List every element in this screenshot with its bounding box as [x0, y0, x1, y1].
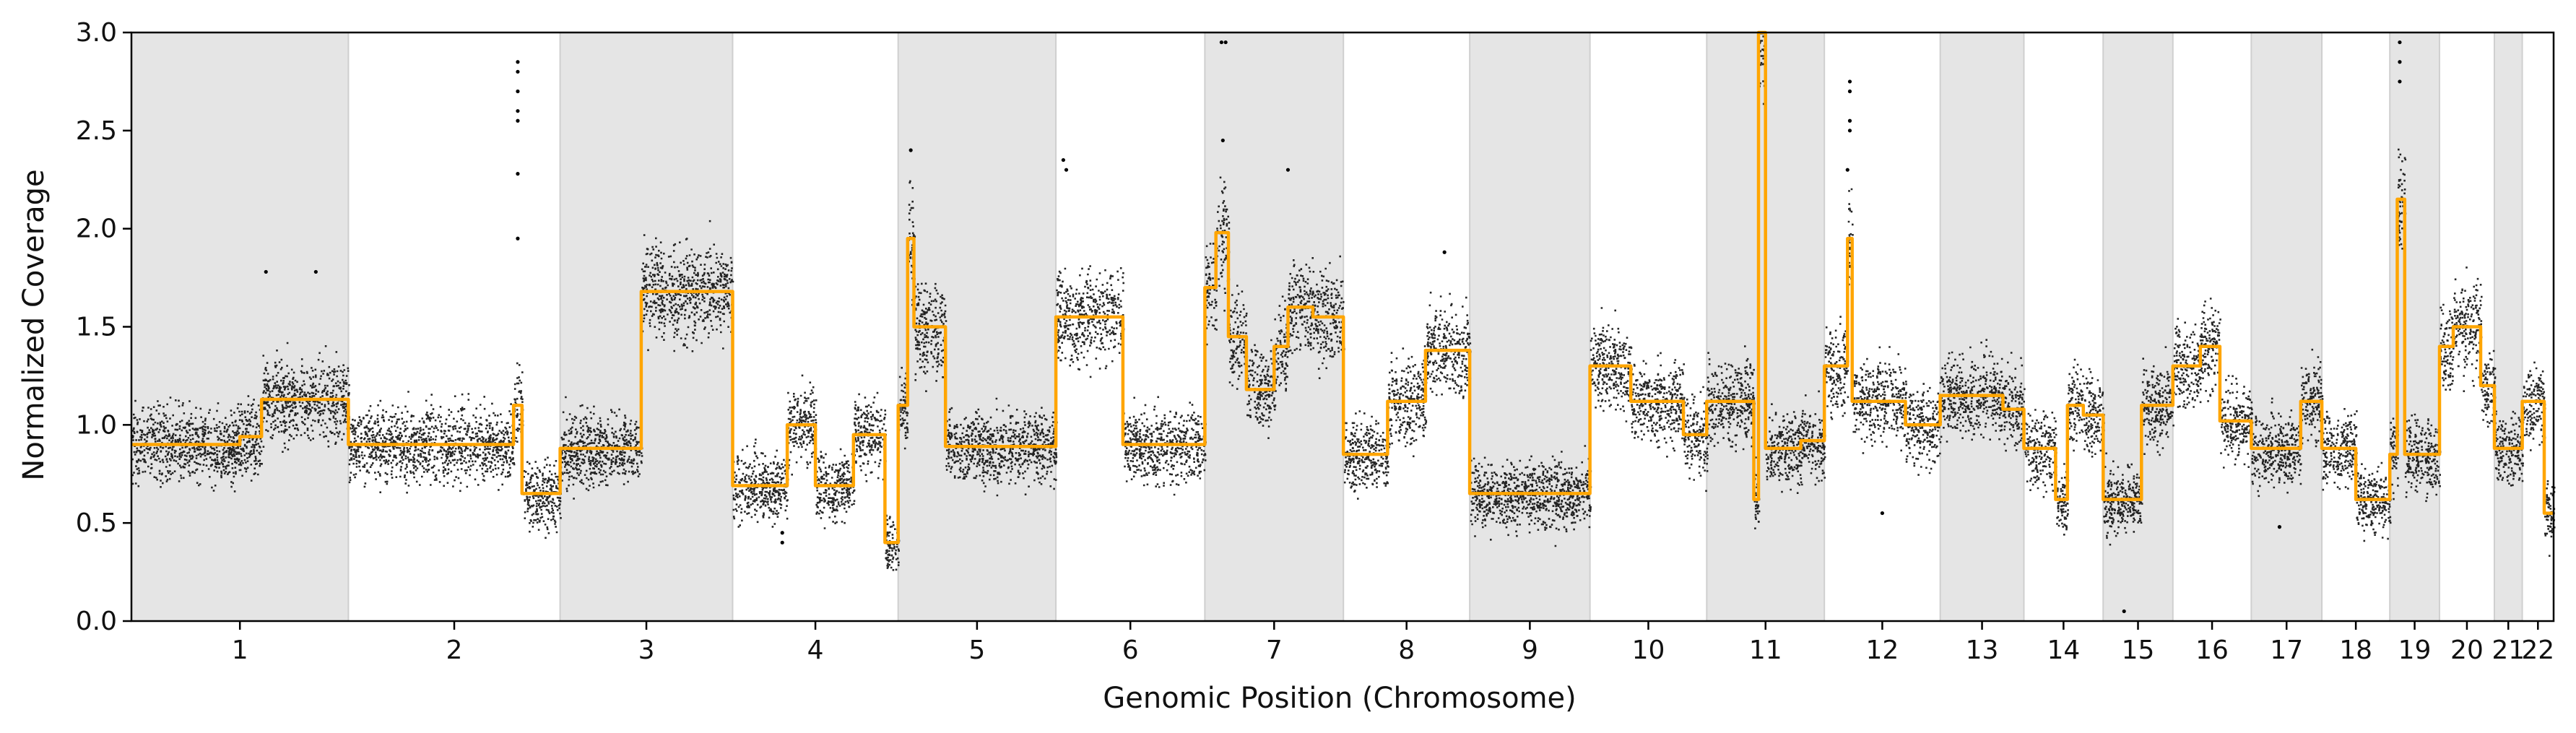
x-tick-label-chr20: 20 — [2450, 636, 2484, 665]
y-tick-label: 3.0 — [76, 18, 117, 48]
coverage-point-cloud — [131, 32, 2556, 571]
y-tick-label: 1.0 — [76, 410, 117, 440]
outlier-point — [516, 236, 520, 240]
x-tick-label-chr17: 17 — [2270, 636, 2303, 665]
chromosome-band-1 — [131, 32, 349, 621]
x-tick-label-chr12: 12 — [1866, 636, 1899, 665]
x-tick-label-chr3: 3 — [638, 636, 655, 665]
x-tick-label-chr16: 16 — [2195, 636, 2229, 665]
outlier-point — [780, 540, 784, 545]
segment-lines — [131, 30, 2554, 545]
y-axis-title: Normalized Coverage — [17, 169, 51, 480]
outlier-point — [1847, 118, 1852, 123]
x-tick-label-chr2: 2 — [446, 636, 463, 665]
y-tick-label: 2.5 — [76, 116, 117, 146]
y-tick-label: 1.5 — [76, 313, 117, 342]
outlier-point — [516, 118, 520, 123]
x-tick-label-chr1: 1 — [232, 636, 248, 665]
outlier-point — [516, 89, 520, 94]
chromosome-band-3 — [560, 32, 733, 621]
chromosome-band-17 — [2251, 32, 2323, 621]
outlier-point — [264, 269, 268, 274]
outlier-point — [1223, 40, 1228, 45]
x-tick-label-chr9: 9 — [1522, 636, 1538, 665]
outlier-point — [1847, 129, 1852, 133]
chromosome-band-13 — [1940, 32, 2024, 621]
chromosome-band-21 — [2494, 32, 2523, 621]
outlier-point — [516, 60, 520, 64]
outlier-point — [313, 269, 318, 274]
outlier-point — [516, 172, 520, 176]
x-tick-label-chr7: 7 — [1266, 636, 1283, 665]
outlier-point — [516, 109, 520, 113]
x-tick-label-chr10: 10 — [1632, 636, 1665, 665]
chromosome-band-15 — [2103, 32, 2173, 621]
coverage-points — [131, 32, 2556, 614]
outlier-point — [2398, 40, 2402, 45]
outlier-point — [780, 531, 784, 535]
outlier-point — [908, 148, 913, 152]
outlier-point — [2277, 525, 2282, 529]
x-tick-label-chr11: 11 — [1749, 636, 1782, 665]
x-tick-label-chr19: 19 — [2398, 636, 2432, 665]
outlier-point — [1847, 79, 1852, 84]
x-tick-label-chr14: 14 — [2047, 636, 2080, 665]
x-tick-label-chr5: 5 — [968, 636, 985, 665]
chromosome-bands — [131, 32, 2523, 621]
outlier-point — [1220, 138, 1225, 143]
x-tick-label-chr8: 8 — [1398, 636, 1415, 665]
x-tick-label-chr13: 13 — [1966, 636, 1999, 665]
outlier-point — [2398, 60, 2402, 64]
outlier-point — [2398, 79, 2402, 84]
y-tick-label: 0.5 — [76, 508, 117, 538]
x-tick-label-chr15: 15 — [2122, 636, 2155, 665]
x-tick-label-chr18: 18 — [2339, 636, 2372, 665]
y-tick-label: 2.0 — [76, 214, 117, 244]
outlier-point — [516, 69, 520, 74]
outlier-point — [1064, 168, 1069, 172]
x-tick-label-chr4: 4 — [807, 636, 824, 665]
outlier-point — [1847, 89, 1852, 94]
outlier-point — [1285, 168, 1291, 172]
y-axis: 0.0 0.5 1.0 1.5 2.0 2.5 3.0 — [76, 18, 131, 636]
x-tick-label-chr22: 22 — [2521, 636, 2554, 665]
chromosome-band-9 — [1470, 32, 1590, 621]
segment-line — [131, 30, 2554, 545]
outlier-point — [1845, 168, 1849, 172]
chromosome-band-7 — [1205, 32, 1344, 621]
outlier-point — [1219, 40, 1223, 45]
x-tick-label-chr21: 21 — [2492, 636, 2525, 665]
outlier-point — [1442, 250, 1447, 254]
outlier-point — [2122, 609, 2126, 614]
outlier-point — [1061, 157, 1065, 162]
y-tick-label: 0.0 — [76, 607, 117, 636]
x-tick-label-chr6: 6 — [1122, 636, 1139, 665]
x-axis-title: Genomic Position (Chromosome) — [1103, 682, 1577, 715]
outlier-point — [1880, 511, 1885, 516]
